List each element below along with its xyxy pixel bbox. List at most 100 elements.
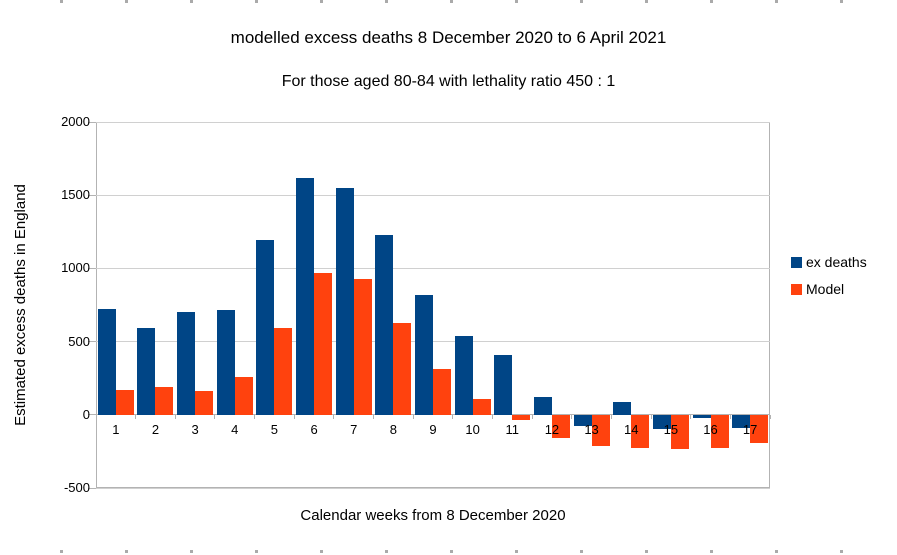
ruler-tick-top [60, 0, 63, 3]
y-axis-label: 2000 [61, 114, 90, 129]
ruler-tick-top [645, 0, 648, 3]
ruler-tick-bottom [60, 550, 63, 553]
gridline-1500 [96, 194, 770, 196]
x-tick-mark [531, 414, 533, 419]
ruler-tick-bottom [125, 550, 128, 553]
legend-item-model: Model [791, 281, 867, 297]
ruler-tick-bottom [710, 550, 713, 553]
bar-ex-deaths-week-1 [97, 309, 116, 415]
bar-model-week-2 [155, 386, 174, 415]
legend-swatch-model [791, 283, 802, 295]
ruler-tick-bottom [450, 550, 453, 553]
x-tick-mark [571, 414, 573, 419]
x-tick-mark [769, 414, 771, 419]
ruler-tick-top [125, 0, 128, 3]
ruler-tick-bottom [385, 550, 388, 553]
x-tick-mark [293, 414, 295, 419]
ruler-tick-bottom [645, 550, 648, 553]
bar-ex-deaths-week-15 [652, 414, 671, 430]
bar-ex-deaths-week-2 [137, 328, 156, 415]
bar-model-week-8 [393, 322, 412, 415]
x-axis-label-week-2: 2 [151, 421, 160, 437]
legend: ex deaths Model [791, 254, 867, 297]
x-tick-mark [254, 414, 256, 419]
x-axis-label-week-17: 17 [742, 421, 758, 437]
x-axis-line [96, 414, 770, 416]
bar-model-week-17 [750, 414, 769, 443]
bar-model-week-5 [274, 328, 293, 415]
x-tick-mark [333, 414, 335, 419]
bar-ex-deaths-week-16 [692, 414, 711, 419]
y-tick-mark [88, 194, 96, 196]
x-axis-title: Calendar weeks from 8 December 2020 [300, 507, 566, 524]
y-tick-mark [88, 487, 96, 489]
ruler-tick-bottom [320, 550, 323, 553]
bar-model-week-9 [433, 368, 451, 415]
x-axis-label-week-5: 5 [270, 421, 279, 437]
bar-ex-deaths-week-13 [573, 414, 592, 426]
ruler-tick-top [320, 0, 323, 3]
ruler-tick-top [775, 0, 778, 3]
ruler-tick-top [255, 0, 258, 3]
x-axis-label-week-6: 6 [310, 421, 318, 437]
x-tick-mark [452, 414, 454, 419]
ruler-tick-bottom [580, 550, 583, 553]
bar-ex-deaths-week-3 [177, 311, 196, 415]
y-tick-mark [88, 341, 96, 343]
ruler-tick-bottom [190, 550, 193, 553]
bar-model-week-11 [512, 414, 531, 420]
x-axis-label-week-8: 8 [389, 421, 397, 437]
ruler-tick-top [515, 0, 518, 3]
y-axis-label: 0 [82, 406, 90, 422]
ruler-tick-bottom [515, 550, 518, 553]
bar-ex-deaths-week-17 [732, 414, 751, 428]
bar-ex-deaths-week-10 [454, 336, 473, 415]
bar-ex-deaths-week-12 [533, 396, 552, 415]
bar-model-week-14 [631, 414, 650, 448]
x-tick-mark [135, 414, 137, 419]
x-axis-label-week-3: 3 [191, 421, 199, 437]
legend-label: Model [806, 281, 845, 297]
legend-swatch-ex-deaths [791, 256, 802, 268]
plot-area: 2000 1500 1000 500 0 -500 1 2 3 4 5 6 7 8 9 10 11 12 13 14 1… [61, 114, 771, 495]
bar-ex-deaths-week-14 [613, 401, 632, 415]
x-axis-label-week-14: 14 [623, 421, 639, 437]
bar-model-week-3 [195, 391, 214, 415]
bar-ex-deaths-week-11 [494, 354, 513, 415]
chart-subtitle: For those aged 80-84 with lethality rati… [281, 73, 616, 90]
bar-model-week-16 [710, 414, 729, 448]
bar-ex-deaths-week-6 [296, 178, 315, 415]
x-axis-label-week-9: 9 [429, 421, 437, 437]
x-axis-label-week-11: 11 [505, 421, 520, 437]
x-tick-mark [650, 414, 652, 419]
y-tick-mark [88, 267, 96, 269]
gridline--500 [96, 487, 770, 489]
bar-model-week-7 [353, 278, 372, 415]
x-axis-label-week-4: 4 [231, 421, 239, 437]
ruler-tick-top [385, 0, 388, 3]
x-tick-mark [373, 414, 375, 419]
bar-model-week-4 [234, 377, 253, 415]
ruler-tick-top [190, 0, 193, 3]
x-tick-mark [412, 414, 414, 419]
bar-model-week-1 [115, 389, 134, 415]
x-axis-label-week-10: 10 [465, 421, 480, 437]
bar-ex-deaths-week-4 [216, 310, 235, 415]
chart-title: modelled excess deaths 8 December 2020 t… [230, 28, 667, 47]
ruler-tick-top [580, 0, 583, 3]
x-axis-label-week-7: 7 [350, 421, 358, 437]
y-tick-mark [88, 414, 96, 416]
x-axis-label-week-1: 1 [112, 421, 120, 437]
gridline-2000 [96, 121, 770, 123]
x-axis-label-week-16: 16 [703, 421, 718, 437]
x-tick-mark [491, 414, 493, 419]
bar-model-week-6 [314, 272, 333, 415]
bar-ex-deaths-week-5 [256, 239, 275, 415]
x-tick-mark [174, 414, 176, 419]
x-tick-mark [610, 414, 612, 419]
y-axis-label: 1500 [61, 187, 90, 203]
x-tick-mark [95, 414, 97, 419]
x-tick-mark [690, 414, 692, 419]
bar-model-week-15 [670, 414, 689, 450]
